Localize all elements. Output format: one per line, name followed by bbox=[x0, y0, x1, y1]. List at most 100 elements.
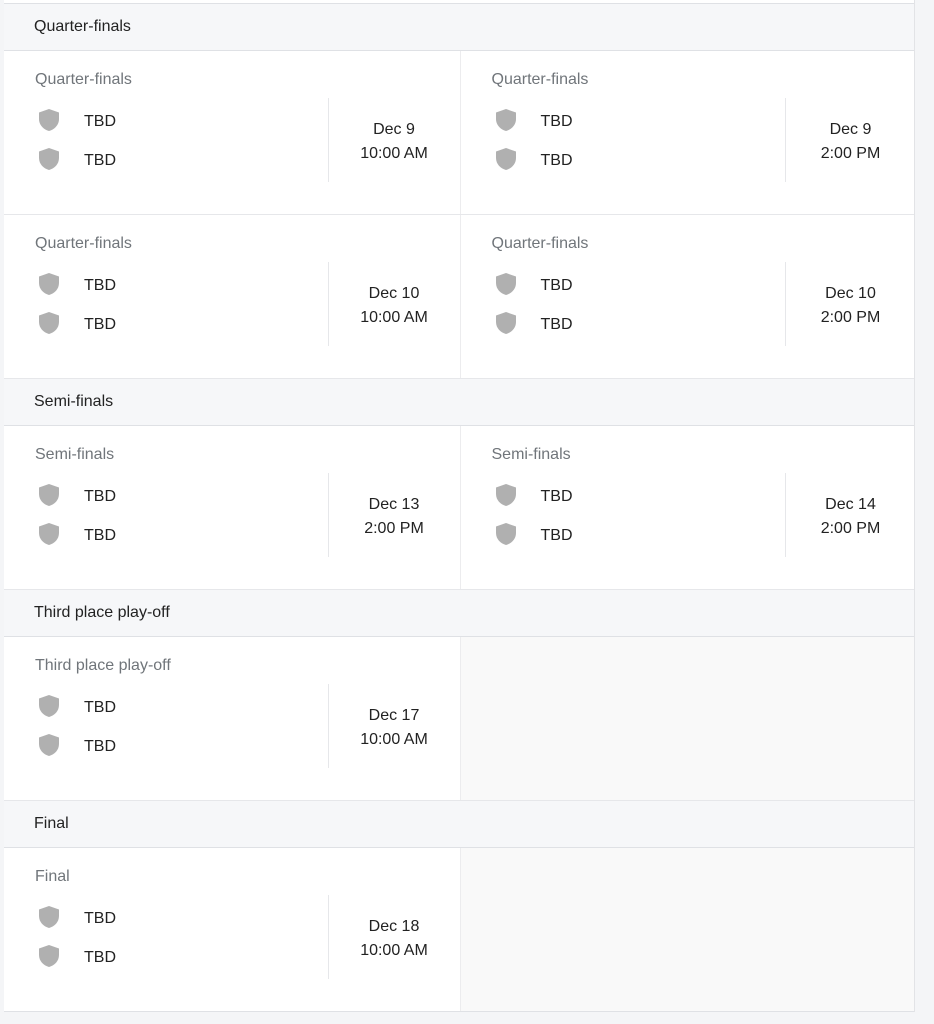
team-name: TBD bbox=[84, 277, 116, 294]
divider bbox=[328, 98, 329, 182]
match-time: 2:00 PM bbox=[820, 145, 881, 162]
team-name: TBD bbox=[540, 113, 573, 130]
match-card[interactable]: Quarter-finals TBD TBD Dec 10 10:00 AM bbox=[4, 215, 460, 378]
team-2: TBD bbox=[38, 733, 116, 762]
match-date: Dec 14 bbox=[825, 496, 876, 513]
team-1: TBD bbox=[495, 272, 573, 301]
divider bbox=[784, 262, 786, 346]
shield-icon bbox=[38, 905, 60, 934]
match-datetime: Dec 17 10:00 AM bbox=[329, 704, 459, 752]
team-name: TBD bbox=[84, 113, 116, 130]
team-2: TBD bbox=[38, 147, 116, 176]
shield-icon bbox=[495, 272, 517, 301]
team-name: TBD bbox=[540, 316, 573, 333]
match-card[interactable]: Quarter-finals TBD TBD Dec 9 10:00 AM bbox=[4, 51, 460, 214]
match-row: Semi-finals TBD TBD Dec 13 2:00 PM Semi-f… bbox=[4, 426, 914, 590]
team-name: TBD bbox=[84, 738, 116, 755]
match-date: Dec 10 bbox=[368, 285, 420, 302]
section-header: Semi-finals bbox=[4, 379, 914, 426]
shield-icon bbox=[38, 694, 60, 723]
team-name: TBD bbox=[84, 316, 116, 333]
empty-slot bbox=[459, 637, 914, 800]
match-card[interactable]: Quarter-finals TBD TBD Dec 10 2:00 PM bbox=[459, 215, 916, 378]
match-time: 2:00 PM bbox=[364, 520, 424, 537]
match-card[interactable]: Quarter-finals TBD TBD Dec 9 2:00 PM bbox=[459, 51, 916, 214]
team-2: TBD bbox=[38, 311, 116, 340]
match-card[interactable]: Semi-finals TBD TBD Dec 13 2:00 PM bbox=[4, 426, 460, 589]
empty-slot bbox=[459, 848, 914, 1011]
team-name: TBD bbox=[84, 910, 116, 927]
match-card[interactable]: Semi-finals TBD TBD Dec 14 2:00 PM bbox=[459, 426, 914, 589]
match-stage-label: Quarter-finals bbox=[35, 71, 132, 88]
knockout-schedule: Quarter-finals Quarter-finals TBD TBD De… bbox=[4, 0, 915, 1012]
match-row: Final TBD TBD Dec 18 10:00 AM bbox=[4, 848, 914, 1012]
match-time: 10:00 AM bbox=[360, 309, 428, 326]
team-1: TBD bbox=[38, 272, 116, 298]
team-name: TBD bbox=[540, 152, 573, 169]
team-name: TBD bbox=[84, 488, 116, 505]
match-stage-label: Semi-finals bbox=[491, 446, 571, 463]
shield-icon bbox=[38, 311, 60, 340]
match-datetime: Dec 10 10:00 AM bbox=[329, 282, 459, 330]
team-2: TBD bbox=[495, 522, 573, 548]
team-name: TBD bbox=[84, 152, 116, 169]
section-header: Final bbox=[4, 801, 914, 848]
shield-icon bbox=[38, 944, 60, 973]
shield-icon bbox=[495, 147, 517, 176]
match-datetime: Dec 9 10:00 AM bbox=[329, 118, 459, 166]
match-date: Dec 10 bbox=[825, 285, 876, 302]
team-1: TBD bbox=[38, 483, 116, 512]
team-1: TBD bbox=[38, 108, 116, 137]
match-datetime: Dec 9 2:00 PM bbox=[786, 118, 916, 166]
team-2: TBD bbox=[38, 944, 116, 973]
team-2: TBD bbox=[495, 311, 573, 340]
team-1: TBD bbox=[495, 483, 573, 512]
match-stage-label: Quarter-finals bbox=[491, 71, 589, 88]
shield-icon bbox=[38, 108, 60, 137]
match-date: Dec 18 bbox=[368, 918, 420, 935]
section-header: Third place play-off bbox=[4, 590, 914, 637]
divider bbox=[328, 684, 329, 768]
match-date: Dec 9 bbox=[829, 121, 872, 138]
match-card[interactable]: Final TBD TBD Dec 18 10:00 AM bbox=[4, 848, 460, 1011]
match-card[interactable]: Third place play-off TBD TBD Dec 17 10:00… bbox=[4, 637, 460, 800]
match-stage-label: Semi-finals bbox=[35, 446, 115, 463]
match-row: Third place play-off TBD TBD Dec 17 10:00… bbox=[4, 637, 914, 801]
divider bbox=[328, 473, 329, 557]
team-2: TBD bbox=[38, 522, 116, 548]
shield-icon bbox=[38, 483, 60, 512]
match-stage-label: Quarter-finals bbox=[491, 235, 589, 252]
match-stage-label: Final bbox=[35, 868, 70, 885]
shield-icon bbox=[495, 483, 517, 512]
match-time: 2:00 PM bbox=[820, 309, 881, 326]
top-spacer bbox=[4, 0, 914, 4]
shield-icon bbox=[38, 147, 60, 176]
match-datetime: Dec 10 2:00 PM bbox=[786, 282, 916, 330]
team-name: TBD bbox=[84, 527, 116, 544]
match-date: Dec 13 bbox=[368, 496, 420, 513]
shield-icon bbox=[495, 311, 517, 340]
team-1: TBD bbox=[38, 905, 116, 934]
divider bbox=[328, 895, 329, 979]
match-stage-label: Quarter-finals bbox=[35, 235, 132, 252]
match-time: 2:00 PM bbox=[820, 520, 881, 537]
team-2: TBD bbox=[495, 147, 573, 176]
match-row: Quarter-finals TBD TBD Dec 9 10:00 AM Qua… bbox=[4, 51, 914, 215]
section-header: Quarter-finals bbox=[4, 4, 914, 51]
match-time: 10:00 AM bbox=[360, 731, 428, 748]
match-date: Dec 17 bbox=[368, 707, 420, 724]
team-name: TBD bbox=[540, 527, 573, 544]
match-time: 10:00 AM bbox=[360, 942, 428, 959]
team-name: TBD bbox=[540, 488, 573, 505]
shield-icon bbox=[38, 733, 60, 762]
divider bbox=[784, 98, 786, 182]
match-time: 10:00 AM bbox=[360, 145, 428, 162]
team-name: TBD bbox=[84, 699, 116, 716]
divider bbox=[784, 473, 786, 557]
match-stage-label: Third place play-off bbox=[35, 657, 171, 674]
match-datetime: Dec 18 10:00 AM bbox=[329, 915, 459, 963]
match-row: Quarter-finals TBD TBD Dec 10 10:00 AM Qu… bbox=[4, 215, 914, 379]
match-datetime: Dec 13 2:00 PM bbox=[329, 493, 459, 541]
divider bbox=[328, 262, 329, 346]
shield-icon bbox=[495, 108, 517, 137]
